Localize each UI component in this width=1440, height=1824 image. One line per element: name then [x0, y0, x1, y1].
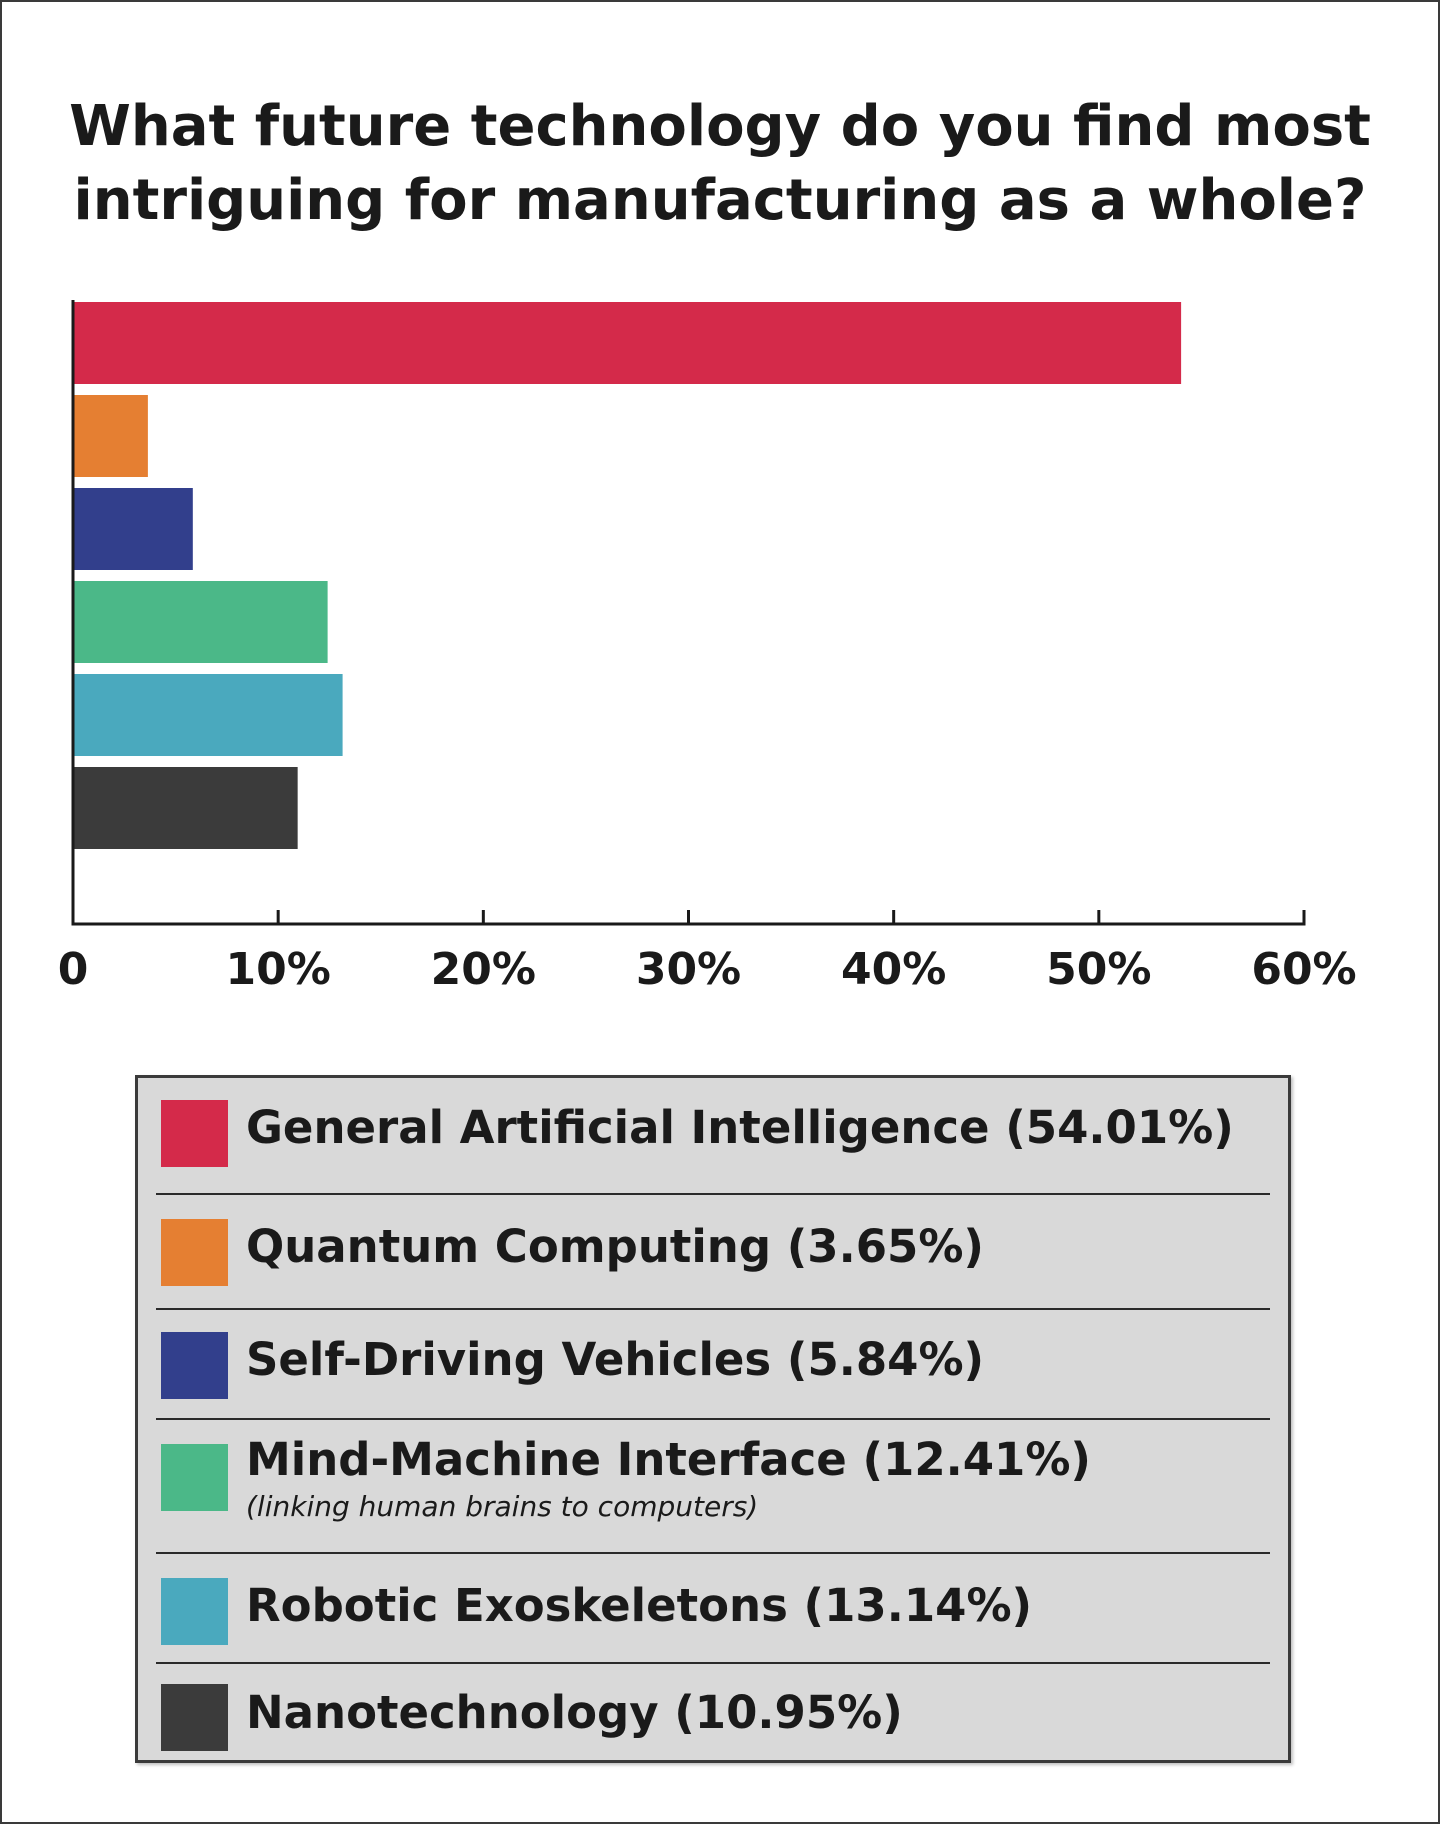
x-tick-label: 30% — [636, 944, 741, 995]
legend-swatch — [161, 1444, 228, 1511]
legend-label: Self-Driving Vehicles (5.84%) — [246, 1333, 985, 1386]
chart-title-line-2: intriguing for manufacturing as a whole? — [73, 168, 1367, 233]
bar-chart: 0 10% 20% 30% 40% 50% 60% — [58, 300, 1357, 995]
bar-mind-machine-interface — [73, 581, 328, 663]
x-axis-ticks: 0 10% 20% 30% 40% 50% 60% — [58, 910, 1357, 995]
bar-general-artificial-intelligence — [73, 302, 1182, 384]
legend: General Artificial Intelligence (54.01%)… — [135, 1075, 1291, 1763]
chart-title: What future technology do you find most … — [2, 90, 1438, 238]
legend-label: General Artificial Intelligence (54.01%) — [246, 1101, 1234, 1154]
legend-swatch — [161, 1100, 228, 1167]
bar-group — [73, 302, 1182, 849]
legend-item: Self-Driving Vehicles (5.84%) — [156, 1310, 1270, 1420]
legend-item: Quantum Computing (3.65%) — [156, 1195, 1270, 1310]
x-tick-label: 10% — [226, 944, 331, 995]
bar-nanotechnology — [73, 767, 298, 849]
legend-note: (linking human brains to computers) — [246, 1490, 759, 1523]
legend-label: Robotic Exoskeletons (13.14%) — [246, 1579, 1033, 1632]
x-tick-label: 0 — [58, 944, 89, 995]
bar-quantum-computing — [73, 395, 148, 477]
x-tick-label: 60% — [1251, 944, 1356, 995]
x-tick-label: 40% — [841, 944, 946, 995]
legend-label: Quantum Computing (3.65%) — [246, 1220, 984, 1273]
legend-item: General Artificial Intelligence (54.01%) — [156, 1078, 1270, 1195]
bar-self-driving-vehicles — [73, 488, 193, 570]
legend-item: Nanotechnology (10.95%) — [156, 1664, 1270, 1768]
chart-title-line-1: What future technology do you find most — [69, 94, 1371, 159]
legend-label: Mind-Machine Interface (12.41%) — [246, 1433, 1092, 1486]
legend-item: Mind-Machine Interface (12.41%) (linking … — [156, 1420, 1270, 1554]
x-tick-label: 20% — [431, 944, 536, 995]
x-tick-label: 50% — [1046, 944, 1151, 995]
bar-robotic-exoskeletons — [73, 674, 343, 756]
legend-item: Robotic Exoskeletons (13.14%) — [156, 1554, 1270, 1664]
legend-swatch — [161, 1578, 228, 1645]
legend-swatch — [161, 1219, 228, 1286]
legend-swatch — [161, 1332, 228, 1399]
legend-label: Nanotechnology (10.95%) — [246, 1686, 903, 1739]
legend-swatch — [161, 1684, 228, 1751]
